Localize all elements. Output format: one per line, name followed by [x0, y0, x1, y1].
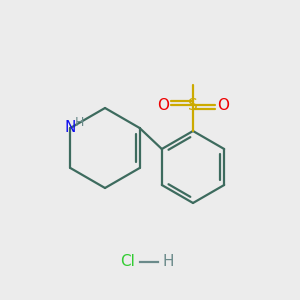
- Text: S: S: [188, 98, 198, 112]
- Text: H: H: [75, 116, 84, 128]
- Text: N: N: [65, 121, 76, 136]
- Text: O: O: [217, 98, 229, 112]
- Text: O: O: [157, 98, 169, 112]
- Text: Cl: Cl: [121, 254, 135, 269]
- Text: H: H: [162, 254, 174, 269]
